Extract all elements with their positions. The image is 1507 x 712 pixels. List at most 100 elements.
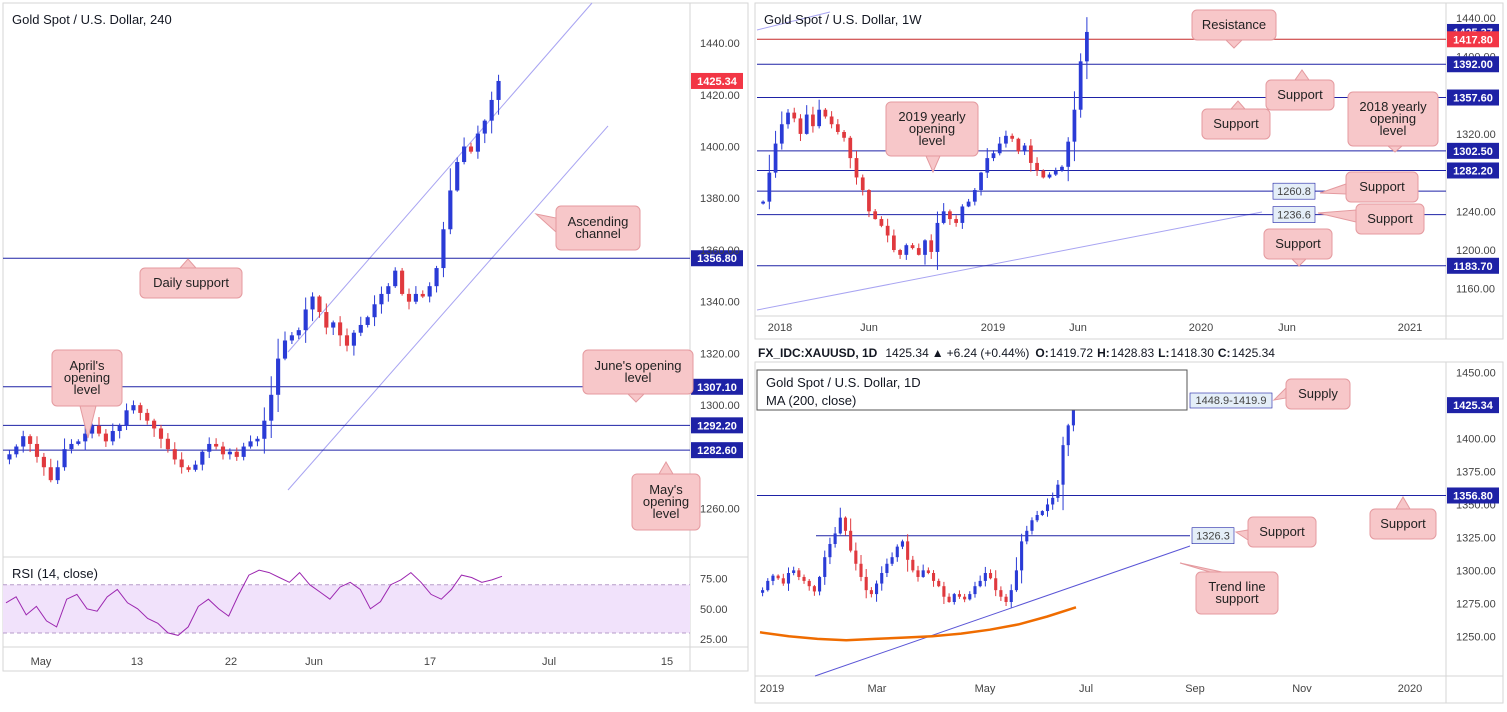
callout-label: 2019 yearly (898, 109, 966, 124)
x-tick-label: May (975, 683, 996, 695)
candle (849, 518, 853, 553)
candle-body (1004, 135, 1008, 144)
price-tag-label: 1282.20 (1453, 165, 1493, 177)
candle (372, 295, 377, 327)
candle (797, 568, 801, 581)
callout-label: level (625, 370, 652, 385)
candle (406, 288, 412, 310)
callout-label: April's (70, 358, 105, 373)
price-tag: 1425.34 (1447, 397, 1499, 414)
candle-body (776, 575, 780, 579)
candle (1035, 510, 1039, 523)
candle-body (1045, 504, 1050, 512)
ma-200-line (759, 606, 1077, 642)
x-tick-label: Nov (1292, 683, 1312, 695)
candle (386, 283, 391, 302)
y-tick-label: 75.00 (700, 574, 728, 586)
candle-body (994, 578, 998, 591)
callout-label: Resistance (1202, 17, 1266, 32)
candle-body (849, 530, 853, 551)
candle-body (276, 358, 281, 395)
supply-zone-box (1189, 392, 1273, 409)
candle-body (786, 573, 791, 584)
callout-label: level (919, 133, 946, 148)
candle (83, 425, 88, 451)
candle-body (963, 596, 967, 600)
callout-label: Support (1213, 116, 1259, 131)
candle (923, 239, 927, 265)
candle (988, 569, 993, 580)
price-tag-box (691, 72, 743, 89)
price-tag-label: 1302.50 (1453, 146, 1493, 158)
up-arrow-icon: ▲ (932, 346, 944, 360)
x-tick-label: 2020 (1189, 322, 1213, 334)
candle (957, 590, 961, 599)
candle (482, 119, 487, 144)
price-tag-label: 1425.34 (697, 76, 738, 88)
boxed-level-text: 1236.6 (1277, 210, 1311, 222)
callout-label: Supply (1298, 386, 1338, 401)
callout: Support (1234, 516, 1317, 548)
candle-body (21, 436, 26, 447)
candle (296, 327, 301, 340)
candle-body (455, 162, 460, 191)
price-tag-box (1447, 142, 1499, 159)
candle-body (833, 533, 837, 544)
candle-body (779, 124, 784, 144)
candle-body (835, 124, 840, 132)
y-tick-label: 1160.00 (1456, 284, 1495, 296)
candle-body (817, 109, 822, 127)
price-tag: 1282.20 (1447, 162, 1499, 179)
price-tag-box (1447, 56, 1499, 73)
candle-body (773, 143, 778, 173)
channel-upper-line (287, 2, 593, 353)
callout-label: level (1380, 123, 1407, 138)
candle-body (62, 449, 67, 468)
candle-body (767, 172, 772, 202)
y-tick-label: 1400.00 (700, 142, 740, 154)
candle-body (999, 590, 1003, 597)
candle (997, 136, 1002, 156)
candle-body (124, 410, 129, 426)
y-tick-label: 1375.00 (1456, 467, 1496, 479)
candle-body (941, 211, 946, 223)
candle (28, 434, 33, 453)
callout-box (582, 349, 694, 395)
candle (838, 507, 842, 535)
low-label: L: (1158, 346, 1169, 360)
candle-body (948, 211, 952, 220)
callout: Supply (1272, 378, 1351, 410)
candle-body (828, 544, 832, 558)
candle (276, 338, 281, 412)
candle-body (193, 464, 198, 470)
candle-body (997, 143, 1002, 154)
candle-body (966, 201, 971, 207)
candle-body (761, 590, 765, 593)
candle (947, 593, 951, 603)
price-tag-label: 1357.60 (1453, 93, 1493, 105)
symbol-last-price: 1425.34 (885, 346, 929, 360)
candle (90, 423, 95, 439)
x-tick-label: Mar (868, 683, 887, 695)
candle (829, 111, 834, 129)
candle-body (324, 312, 329, 328)
candle (34, 436, 40, 463)
callout-box (1195, 571, 1279, 615)
candle-body (947, 596, 951, 602)
x-tick-label: 2018 (768, 322, 792, 334)
callout-label: opening (643, 494, 689, 509)
candle (781, 573, 785, 586)
candle (931, 570, 936, 587)
candle (1056, 480, 1060, 502)
candle (935, 211, 940, 270)
candle-body (875, 583, 879, 595)
candle (776, 574, 780, 580)
candle-body (1061, 445, 1065, 485)
callout-label: Ascending (568, 214, 629, 229)
candle-body (400, 270, 405, 294)
x-tick-label: 2019 (981, 322, 1005, 334)
candle-body (434, 268, 439, 287)
candle (165, 433, 170, 453)
price-tag-box (1447, 397, 1499, 414)
